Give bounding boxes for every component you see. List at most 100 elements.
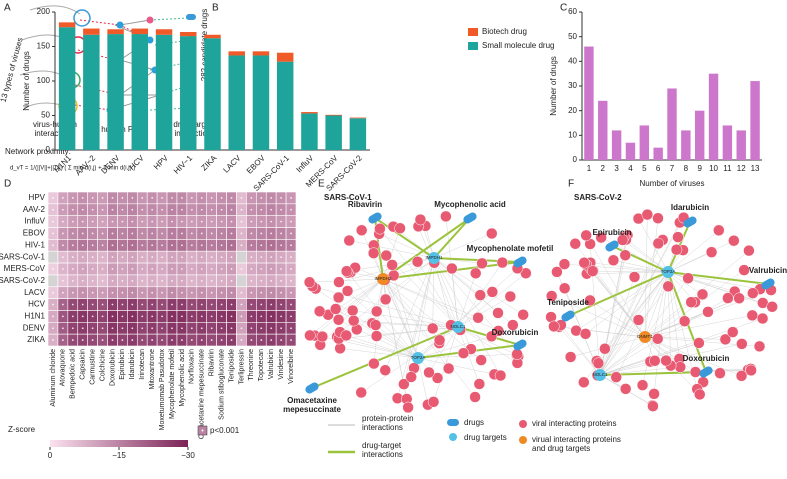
significance-dot	[230, 303, 233, 306]
significance-dot	[240, 315, 243, 318]
target-node	[412, 352, 424, 364]
viral-protein-node	[486, 227, 498, 240]
legend-targets: drug targets	[464, 433, 507, 442]
viral-protein-node	[423, 366, 435, 379]
ppi-edge	[599, 255, 626, 376]
significance-dot	[270, 244, 273, 247]
target-label: TOP2A	[661, 269, 676, 274]
ppi-edge	[599, 319, 639, 376]
panel-letter: B	[212, 3, 219, 14]
significance-dot	[230, 291, 233, 294]
significance-dot	[111, 315, 114, 318]
ppi-edge	[667, 230, 719, 273]
viral-protein-node	[380, 249, 393, 262]
ppi-edge	[428, 326, 459, 373]
x-tick-label: HPV	[152, 153, 170, 171]
drug-label-line: Doxorubicin	[683, 354, 730, 363]
bar-segment	[276, 61, 294, 150]
significance-dot	[280, 291, 283, 294]
legend-ppi: protein-protein interactions	[362, 414, 414, 432]
significance-dot	[151, 220, 154, 223]
significance-dot	[141, 303, 144, 306]
significance-dot	[61, 315, 64, 318]
significance-dot	[250, 291, 253, 294]
significance-dot	[270, 232, 273, 235]
significance-dot	[230, 244, 233, 247]
significance-dot	[260, 315, 263, 318]
ppi-edge	[599, 361, 651, 376]
ppi-edge	[560, 324, 601, 376]
significance-dot	[230, 315, 233, 318]
significance-dot	[270, 256, 273, 259]
significance-dot	[52, 208, 54, 211]
legend-dti-line: drug-target	[362, 441, 402, 450]
significance-dot	[71, 197, 74, 199]
viral-protein-node	[427, 396, 440, 408]
bar-segment	[204, 38, 221, 150]
significance-dot	[71, 232, 74, 235]
ppi-edge	[433, 257, 481, 296]
significance-dot	[190, 339, 193, 341]
ppi-edge	[616, 271, 669, 378]
x-tick-label: 3	[614, 164, 619, 173]
significance-dot	[131, 291, 134, 294]
viral-protein-node	[670, 243, 683, 256]
bar-segment	[180, 36, 197, 150]
panel-letter: F	[568, 179, 574, 190]
x-tick-label: 7	[670, 164, 675, 173]
significance-dot	[61, 327, 64, 330]
significance-dot	[131, 244, 134, 247]
drug-target-edge	[567, 271, 669, 317]
bar-segment	[83, 34, 100, 150]
ppi-edge	[417, 357, 495, 375]
viral-protein-node	[672, 231, 684, 243]
drug-node	[605, 240, 619, 252]
viral-protein-node	[674, 361, 687, 373]
y-tick-label: 10	[568, 130, 577, 139]
viral-protein-node	[564, 351, 577, 363]
viral-protein-node	[610, 371, 622, 383]
significance-dot	[190, 197, 193, 199]
bar-segment	[180, 32, 197, 37]
viral-protein-node	[579, 328, 592, 340]
significance-dot	[131, 256, 134, 259]
significance-dot	[121, 291, 124, 294]
drug-label-line: Mycophenolate mofetil	[467, 244, 554, 253]
x-tick-label: HCV	[127, 153, 146, 172]
viral-protein-node	[578, 376, 590, 389]
significance-dot	[230, 220, 233, 223]
significance-dot	[151, 279, 154, 282]
significance-dot	[131, 303, 134, 306]
significance-dot	[121, 256, 124, 259]
significance-dot	[220, 244, 223, 247]
ppi-edge	[393, 275, 419, 359]
ppi-edge	[604, 271, 669, 349]
viral-protein-node	[431, 372, 444, 384]
significance-dot	[161, 256, 163, 259]
viral-protein-node	[756, 312, 769, 325]
viral-protein-node	[662, 280, 674, 293]
viral-protein-node	[607, 254, 620, 267]
column-label: Atovaquone	[60, 349, 67, 386]
significance-dot	[141, 197, 144, 199]
ppi-edge	[433, 257, 452, 326]
significance-dot	[71, 339, 74, 341]
x-tick-label: 8	[684, 164, 689, 173]
viral-protein-node	[475, 354, 487, 366]
column-label: Moxetumomab Pasudotox	[159, 349, 166, 431]
viral-protein-node	[746, 309, 759, 322]
significance-dot	[141, 220, 144, 223]
ppi-edge	[589, 300, 646, 338]
column-label: Doxorubicin	[109, 349, 116, 386]
significance-dot	[250, 327, 253, 330]
viral-protein-node	[386, 259, 398, 271]
row-label: EBOV	[23, 229, 46, 238]
significance-dot	[270, 303, 273, 306]
significance-dot	[81, 327, 84, 330]
x-tick-label: DENV	[99, 153, 122, 176]
drug-label-line: Idarubicin	[671, 203, 709, 212]
significance-dot	[200, 232, 203, 235]
significance-dot	[61, 208, 64, 211]
drug-label: Doxorubicin	[492, 328, 539, 337]
